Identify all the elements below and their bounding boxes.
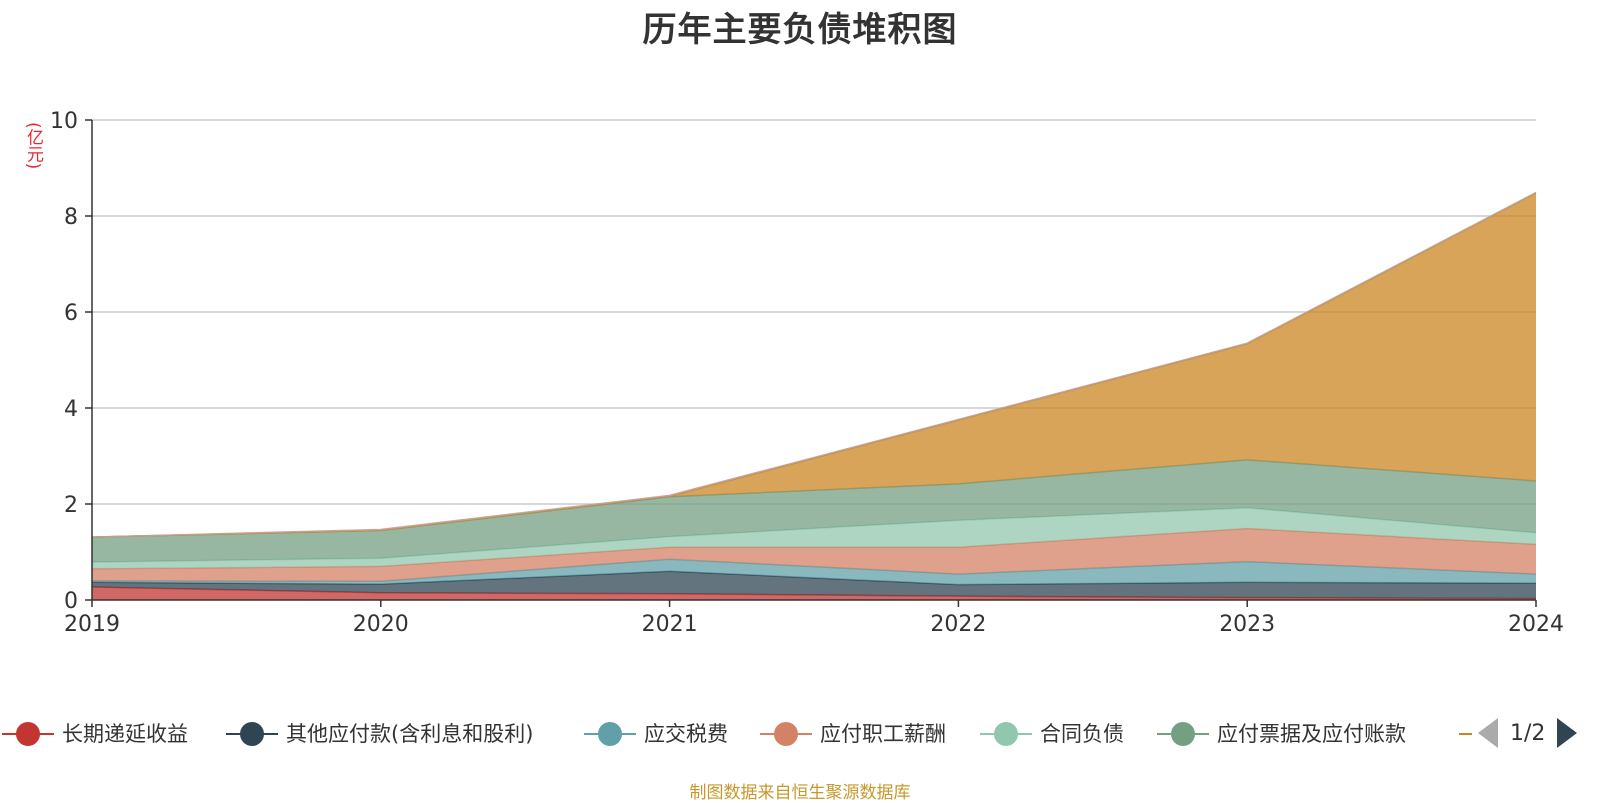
data-source-note: 制图数据来自恒生聚源数据库 xyxy=(689,783,911,803)
legend-label: 其他应付款(含利息和股利) xyxy=(286,722,534,746)
legend-pager: 1/2 xyxy=(1472,713,1600,753)
legend-marker-icon xyxy=(2,713,54,753)
legend-label: 应付票据及应付账款 xyxy=(1217,722,1406,746)
legend-prev-page-icon[interactable] xyxy=(1478,718,1498,748)
area-series-1 xyxy=(92,571,1536,599)
legend-item[interactable]: 应交税费 xyxy=(584,713,728,753)
x-tick-label: 2023 xyxy=(1219,612,1275,637)
legend-label: 应付职工薪酬 xyxy=(820,722,946,746)
legend-next-page-icon[interactable] xyxy=(1557,718,1578,748)
legend-marker-icon xyxy=(226,713,278,753)
x-tick-label: 2021 xyxy=(642,612,698,637)
tick-labels: 0 2 4 6 8 10 2019 2020 2021 2022 2023 2024 xyxy=(50,109,1564,637)
area-series-line-7 xyxy=(91,191,1537,538)
x-tick-label: 2022 xyxy=(930,612,986,637)
legend-item[interactable]: 长期递延收益 xyxy=(2,713,188,753)
axes xyxy=(85,119,1537,607)
area-series-6 xyxy=(92,192,1536,538)
legend-label: 应交税费 xyxy=(644,722,728,746)
legend-item[interactable]: 应付票据及应付账款 xyxy=(1157,713,1406,753)
legend-item[interactable]: 应付职工薪酬 xyxy=(760,713,946,753)
x-tick-label: 2019 xyxy=(64,612,120,637)
y-tick-label: 4 xyxy=(64,397,78,422)
area-series-2 xyxy=(92,559,1536,585)
legend-label: 长期递延收益 xyxy=(62,722,188,746)
y-tick-label: 10 xyxy=(50,109,78,134)
x-tick-label: 2024 xyxy=(1508,612,1564,637)
area-series-3 xyxy=(92,528,1536,582)
legend: 长期递延收益 其他应付款(含利息和股利) 应交税费 应付职工薪酬 合同负债 应付票据及应付… xyxy=(0,713,1600,753)
legend-item[interactable]: 合同负债 xyxy=(980,713,1124,753)
legend-page-indicator: 1/2 xyxy=(1510,720,1546,746)
legend-marker-icon xyxy=(1157,713,1209,753)
x-tick-label: 2020 xyxy=(353,612,409,637)
legend-marker-icon xyxy=(980,713,1032,753)
y-tick-label: 0 xyxy=(64,589,78,614)
area-series-5 xyxy=(92,459,1536,563)
y-axis-unit-label: (亿元) xyxy=(23,122,43,170)
legend-item[interactable]: 其他应付款(含利息和股利) xyxy=(226,713,533,753)
y-tick-label: 8 xyxy=(64,205,78,230)
legend-marker-icon xyxy=(760,713,812,753)
y-tick-label: 6 xyxy=(64,301,78,326)
chart-title: 历年主要负债堆积图 xyxy=(642,10,958,50)
area-series-line-0 xyxy=(91,586,1537,600)
legend-label: 合同负债 xyxy=(1040,722,1124,746)
y-tick-label: 2 xyxy=(64,493,78,518)
legend-marker-icon xyxy=(584,713,636,753)
area-series-group xyxy=(91,191,1537,600)
area-series-0 xyxy=(92,587,1536,600)
stacked-area-chart: 0 2 4 6 8 10 2019 2020 2021 2022 2023 2024 xyxy=(50,109,1564,637)
